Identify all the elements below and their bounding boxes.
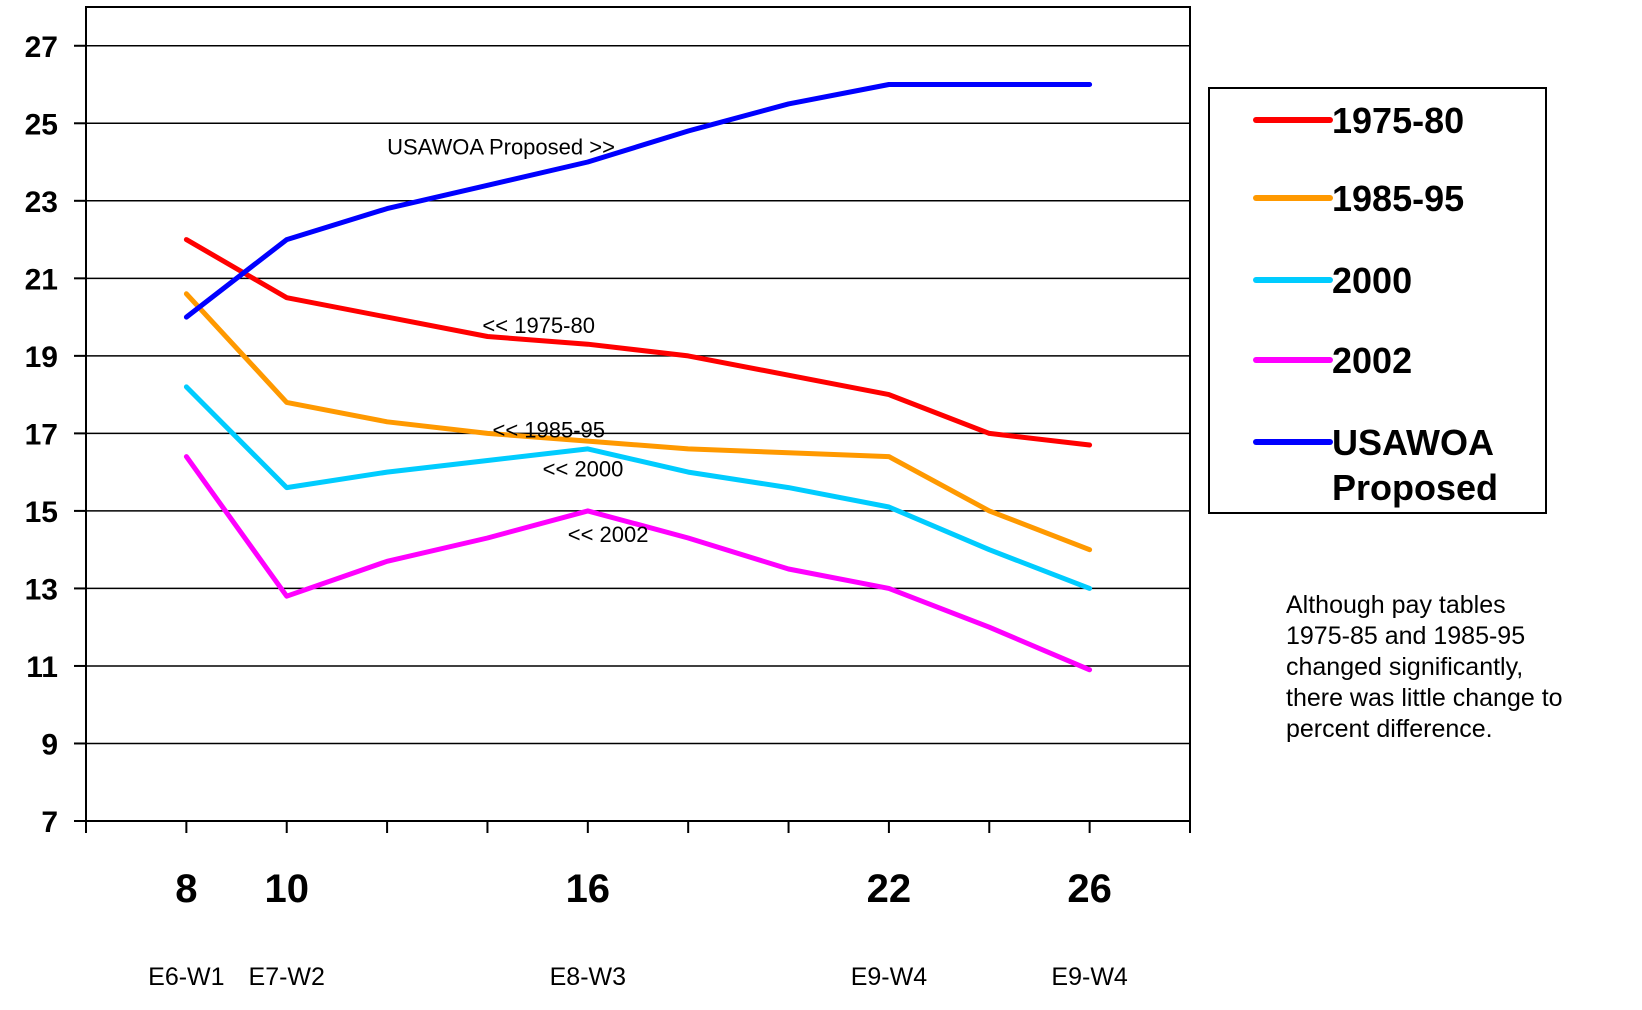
y-tick-label: 7 <box>41 806 58 839</box>
x-axis-ticks: 8 E6-W1 10 E7-W2 16 E8-W3 22 E9-W4 26 E9-W4 <box>85 821 1191 991</box>
note-line: changed significantly, <box>1286 653 1524 681</box>
note-line: there was little change to <box>1286 684 1563 712</box>
legend: 1975-80 1985-95 2000 2002 USAWOA Proposed <box>1208 87 1547 514</box>
series-line <box>183 82 1093 320</box>
series-lines <box>183 82 1093 673</box>
x-grade-label: E7-W2 <box>249 963 325 991</box>
y-tick-label: 19 <box>25 341 58 374</box>
plot-area-frame <box>85 6 1191 822</box>
legend-label: 1985-95 <box>1332 178 1464 219</box>
y-tick-label: 25 <box>25 108 58 141</box>
gridlines <box>86 45 1190 745</box>
annotation-label: << 1985-95 <box>492 418 605 443</box>
annotation-label: USAWOA Proposed >> <box>387 135 615 160</box>
y-tick-label: 15 <box>25 496 58 529</box>
x-tick-label: 16 <box>566 867 611 911</box>
y-axis-ticks: 7 9 11 13 15 17 19 21 23 25 27 <box>25 31 86 839</box>
legend-label: 1975-80 <box>1332 100 1464 141</box>
note-line: Although pay tables <box>1286 591 1506 619</box>
x-grade-label: E9-W4 <box>1051 963 1128 991</box>
series-line <box>183 384 1093 591</box>
x-tick-label: 26 <box>1067 867 1112 911</box>
y-tick-label: 11 <box>26 651 58 684</box>
x-grade-label: E9-W4 <box>851 963 928 991</box>
y-tick-label: 27 <box>25 31 58 64</box>
series-line <box>183 454 1093 673</box>
y-tick-label: 21 <box>25 263 58 296</box>
series-line <box>183 237 1093 448</box>
annotation-label: << 1975-80 <box>482 313 595 338</box>
series-line <box>183 291 1093 553</box>
x-tick-label: 22 <box>867 867 912 911</box>
y-tick-label: 13 <box>25 573 58 606</box>
y-tick-label: 23 <box>25 186 58 219</box>
note-text: Although pay tables 1975-85 and 1985-95 … <box>1286 590 1642 745</box>
x-grade-label: E8-W3 <box>550 963 626 991</box>
annotation-label: << 2002 <box>568 522 649 547</box>
legend-label: 2002 <box>1332 340 1412 381</box>
note-line: percent difference. <box>1286 715 1493 743</box>
annotations: USAWOA Proposed >> << 1975-80 << 1985-95 <<… <box>387 135 648 548</box>
x-tick-label: 8 <box>175 867 197 911</box>
x-tick-label: 10 <box>264 867 309 911</box>
note-line: 1975-85 and 1985-95 <box>1286 622 1526 650</box>
annotation-label: << 2000 <box>543 456 624 481</box>
legend-label: USAWOA Proposed <box>1332 422 1498 508</box>
y-tick-label: 9 <box>41 728 58 761</box>
y-tick-label: 17 <box>25 418 58 451</box>
legend-label: 2000 <box>1332 260 1412 301</box>
x-grade-label: E6-W1 <box>148 963 224 991</box>
